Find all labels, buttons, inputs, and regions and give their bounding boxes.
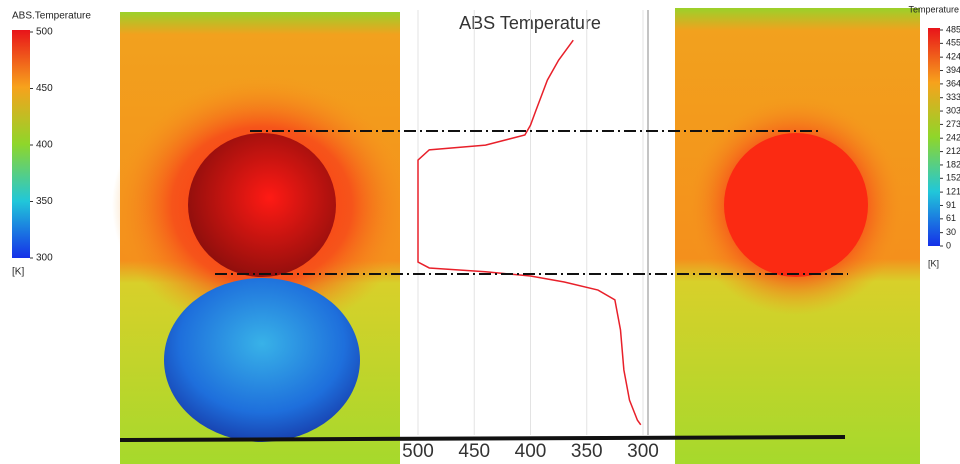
colorbar	[12, 30, 30, 258]
data-line	[417, 39, 642, 426]
colorbar-tick-label: 364	[946, 78, 960, 88]
colorbar-tick-label: 30	[946, 227, 956, 237]
colorbar-unit: [K]	[928, 258, 939, 268]
colorbar-tick-label: 400	[36, 140, 53, 151]
cold-sphere	[164, 278, 360, 442]
colorbar-title: Temperature	[908, 4, 959, 14]
x-tick-label: 500	[402, 441, 434, 462]
colorbar-tick-label: 500	[36, 27, 53, 38]
colorbar-tick-label: 242	[946, 133, 960, 143]
colorbar-tick-label: 394	[946, 65, 960, 75]
colorbar-tick-label: 350	[36, 196, 53, 207]
colorbar-tick-label: 273	[946, 119, 960, 129]
hot-region	[724, 133, 868, 277]
colorbar-title: ABS.Temperature	[12, 11, 91, 22]
colorbar-tick-label: 424	[946, 52, 960, 62]
colorbar-tick-label: 61	[946, 213, 956, 223]
colorbar-tick-label: 455	[946, 38, 960, 48]
x-tick-label: 350	[571, 441, 603, 462]
colorbar-tick-label: 182	[946, 159, 960, 169]
colorbar-tick-label: 121	[946, 186, 960, 196]
colorbar	[928, 28, 940, 246]
colorbar-tick-label: 0	[946, 240, 951, 250]
colorbar-tick-label: 91	[946, 200, 956, 210]
x-tick-label: 400	[515, 441, 547, 462]
x-tick-label: 450	[458, 441, 490, 462]
colorbar-tick-label: 333	[946, 92, 960, 102]
colorbar-tick-label: 300	[36, 253, 53, 264]
colorbar-tick-label: 450	[36, 83, 53, 94]
colorbar-tick-label: 485	[946, 24, 960, 34]
chart-area	[400, 0, 675, 464]
colorbar-tick-label: 212	[946, 146, 960, 156]
colorbar-tick-label: 152	[946, 173, 960, 183]
hot-sphere	[188, 133, 336, 277]
x-tick-label: 300	[627, 441, 659, 462]
colorbar-unit: [K]	[12, 267, 24, 278]
ground-line	[119, 435, 846, 442]
colorbar-tick-label: 303	[946, 105, 960, 115]
